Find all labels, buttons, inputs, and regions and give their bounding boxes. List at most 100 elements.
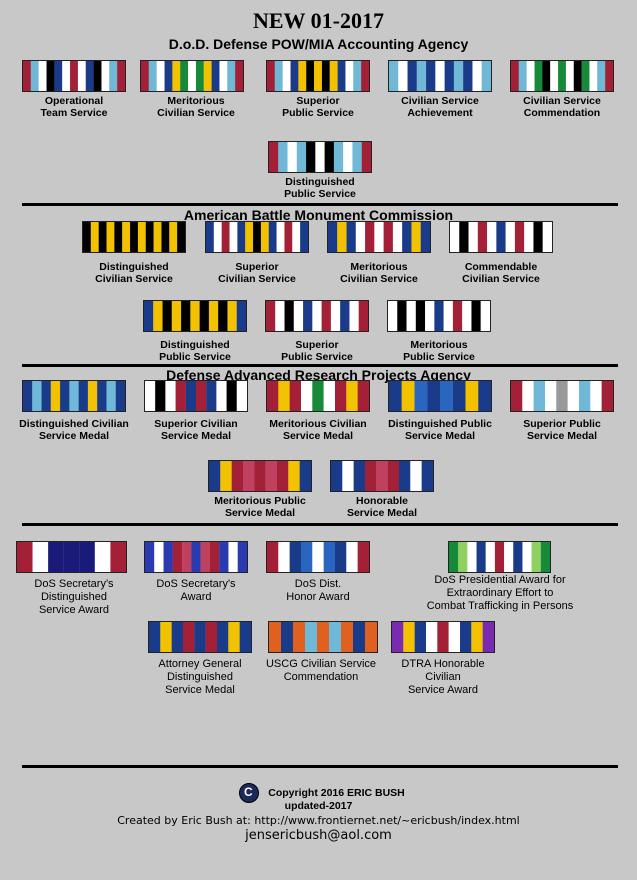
ribbon-stripe [188,61,196,91]
ribbon-stripe [333,142,344,172]
ribbon-stripe [460,622,472,652]
ribbon-stripe [335,381,347,411]
ribbon-stripe [304,622,318,652]
ribbon-stripe [182,542,192,572]
ribbon-stripe [357,542,369,572]
ribbon-stripe [185,381,197,411]
ribbon [208,460,312,492]
ribbon-stripe [171,622,184,652]
ribbon-stripe [383,222,393,252]
ribbon-stripe [284,222,293,252]
ribbon-stripe [514,222,525,252]
ribbon [327,221,431,253]
ribbon-stripe [335,542,347,572]
ribbon-stripe [275,301,285,331]
ribbon-stripe [50,381,61,411]
ribbon-stripe [32,381,42,411]
ribbon-stripe [573,61,582,91]
ribbon-stripe [200,542,210,572]
ribbon-stripe [216,381,227,411]
section-title-abmc: American Battle Monument Commission [183,207,454,223]
ribbon [510,60,614,92]
ribbon-label: Distinguished Civilian Service [95,261,173,285]
ribbon-stripe [353,622,366,652]
ribbon-stripe [213,222,222,252]
ribbon-stripe [531,542,541,572]
ribbon-stripe [544,381,557,411]
ribbon-stripe [172,542,183,572]
ribbon-stripe [137,222,146,252]
ribbon-stripe [227,61,236,91]
ribbon-stripe [550,61,559,91]
ribbon-stripe [209,542,220,572]
ribbon-stripe [343,142,353,172]
ribbon [266,60,370,92]
ribbon-stripe [77,61,86,91]
ribbon-stripe [154,542,164,572]
ribbon [268,621,378,653]
ribbon-stripe [306,142,316,172]
ribbon [387,300,491,332]
ribbon-stripe [357,381,369,411]
ribbon-stripe [194,622,206,652]
created-by-text: Created by Eric Bush at: http://www.fron… [117,814,520,827]
ribbon-stripe [328,222,338,252]
divider [22,203,618,206]
ribbon-stripe [450,222,460,252]
ribbon [330,460,434,492]
ribbon-stripe [415,301,426,331]
ribbon-stripe [117,61,125,91]
ribbon-stripe [208,301,219,331]
ribbon-stripe [589,61,598,91]
ribbon-stripe [425,301,435,331]
ribbon-stripe [205,622,218,652]
ribbon-stripe [267,61,275,91]
ribbon-label: Distinguished Public Service [159,339,231,363]
ribbon-stripe [401,381,415,411]
ribbon-stripe [542,222,552,252]
ribbon-stripe [196,381,207,411]
ribbon-stripe [236,301,246,331]
ribbon-stripe [518,61,527,91]
ribbon-stripe [164,61,173,91]
ribbon-label: Meritorious Public Service Medal [214,495,306,519]
ribbon-stripe [109,61,118,91]
ribbon-label: Distinguished Public Service [284,176,356,200]
ribbon-stripe [342,461,354,491]
ribbon-stripe [32,542,49,572]
ribbon [510,380,614,412]
ribbon-stripe [106,222,115,252]
ribbon-stripe [398,61,408,91]
ribbon-stripe [267,542,279,572]
ribbon-stripe [434,301,444,331]
ribbon-stripe [346,542,358,572]
ribbon-label: Distinguished Civilian Service Medal [19,418,129,442]
ribbon-stripe [315,142,325,172]
ribbon-stripe [534,61,543,91]
ribbon-stripe [410,461,422,491]
ribbon-stripe [23,381,33,411]
ribbon-stripe [206,381,217,411]
ribbon-label: DTRA Honorable Civilian Service Award [401,658,485,696]
ribbon-stripe [209,461,221,491]
ribbon-stripe [389,381,402,411]
ribbon-stripe [162,301,172,331]
ribbon [22,380,126,412]
ribbon-stripe [471,301,481,331]
ribbon-stripe [155,381,166,411]
email-link[interactable]: jensericbush@aol.com [245,828,392,843]
ribbon-stripe [296,142,307,172]
ribbon-stripe [110,542,126,572]
ribbon-stripe [190,301,200,331]
ribbon-stripe [303,301,313,331]
ribbon-stripe [153,301,163,331]
ribbon-stripe [481,61,491,91]
ribbon-stripe [145,542,155,572]
ribbon-label: Superior Public Service [281,339,353,363]
ribbon-stripe [601,381,613,411]
ribbon-stripe [245,222,254,252]
ribbon-stripe [277,461,289,491]
ribbon-stripe [38,61,47,91]
ribbon-label: Operational Team Service [40,95,108,119]
ribbon-stripe [581,61,590,91]
